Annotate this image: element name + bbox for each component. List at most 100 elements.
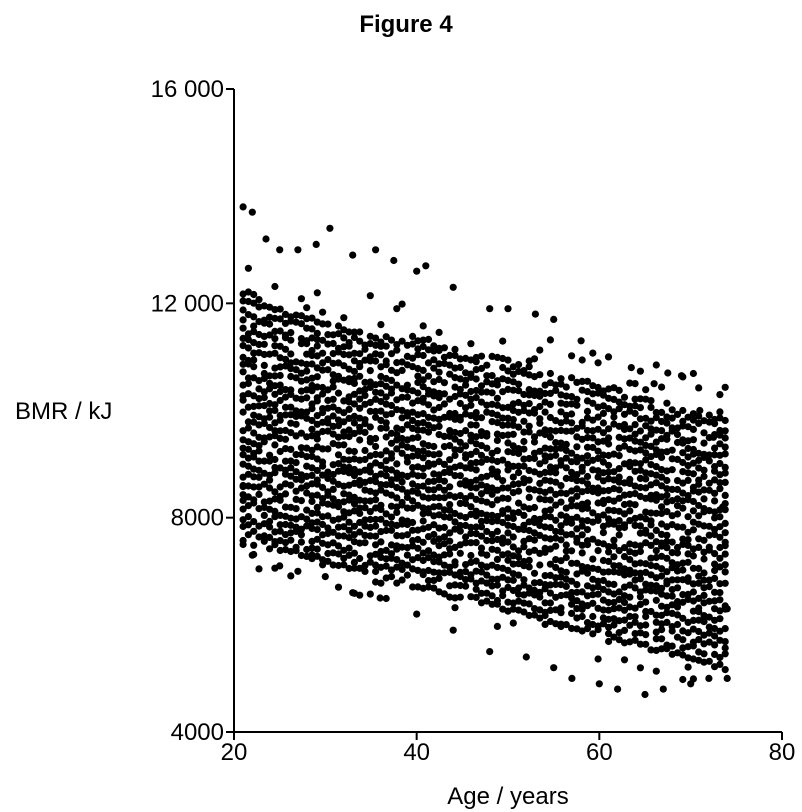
data-point: [409, 354, 417, 362]
data-point: [366, 353, 374, 361]
data-point: [329, 561, 337, 569]
data-point: [631, 630, 639, 638]
data-point: [562, 427, 570, 435]
data-point: [711, 588, 719, 596]
data-point: [504, 538, 512, 546]
data-point: [594, 484, 602, 492]
data-point: [329, 395, 337, 403]
data-point: [530, 611, 539, 619]
data-point: [435, 403, 443, 412]
data-point: [467, 503, 475, 511]
data-point: [419, 454, 427, 462]
data-point: [366, 383, 374, 391]
data-point: [446, 582, 454, 590]
data-point: [615, 547, 623, 555]
data-point: [340, 409, 348, 417]
data-point: [504, 529, 512, 537]
data-point: [568, 674, 576, 683]
data-point: [684, 476, 692, 484]
data-point: [668, 446, 676, 454]
data-point: [594, 454, 602, 462]
data-point: [409, 526, 417, 534]
data-point: [313, 342, 321, 350]
data-point: [652, 463, 660, 471]
data-point: [414, 544, 422, 552]
data-point: [483, 511, 491, 519]
data-point: [673, 430, 682, 439]
data-point: [393, 381, 401, 389]
data-point: [294, 246, 302, 254]
data-point: [658, 626, 666, 634]
data-point: [520, 581, 528, 589]
data-point: [557, 522, 565, 530]
data-point: [488, 575, 496, 583]
data-point: [435, 502, 443, 510]
data-point: [605, 630, 613, 638]
data-point: [525, 454, 533, 463]
data-point: [308, 425, 316, 433]
data-point: [366, 532, 374, 540]
data-point: [573, 395, 581, 403]
data-point: [705, 629, 713, 637]
data-point: [499, 431, 507, 440]
data-point: [541, 620, 549, 629]
data-point: [610, 507, 618, 515]
data-point: [568, 609, 576, 618]
data-point: [673, 549, 682, 557]
data-point: [589, 399, 597, 407]
data-point: [515, 508, 523, 516]
data-point: [530, 569, 539, 577]
data-point: [456, 521, 464, 530]
data-point: [557, 557, 565, 565]
data-point: [552, 445, 560, 453]
data-point: [477, 398, 486, 406]
data-point: [393, 579, 401, 587]
data-point: [356, 591, 364, 599]
data-point: [271, 401, 279, 409]
data-point: [377, 579, 385, 587]
data-point: [684, 413, 692, 421]
data-point: [499, 456, 507, 464]
data-point: [573, 485, 581, 493]
data-point: [546, 463, 555, 471]
data-point: [589, 416, 597, 424]
data-point: [398, 485, 406, 493]
data-point: [313, 336, 321, 344]
data-point: [668, 576, 676, 584]
data-point: [349, 251, 357, 259]
data-point: [244, 418, 252, 426]
data-point: [647, 587, 655, 595]
data-point: [413, 267, 421, 275]
data-point: [615, 452, 623, 460]
data-point: [430, 584, 438, 592]
data-point: [356, 350, 364, 358]
data-point: [366, 558, 374, 566]
data-point: [472, 421, 480, 429]
data-point: [350, 349, 358, 357]
data-point: [409, 497, 417, 505]
data-point: [673, 410, 682, 418]
data-point: [372, 541, 380, 549]
data-point: [499, 421, 507, 429]
data-point: [446, 537, 454, 545]
data-point: [313, 552, 321, 560]
data-point: [620, 626, 629, 635]
data-point: [673, 620, 682, 629]
data-point: [716, 660, 724, 669]
data-point: [387, 526, 396, 534]
data-point: [615, 494, 623, 502]
data-point: [435, 344, 443, 352]
data-point: [605, 461, 613, 469]
data-point: [499, 518, 507, 527]
data-point: [557, 482, 565, 490]
data-point: [578, 418, 586, 426]
data-point: [552, 451, 560, 459]
data-point: [387, 410, 396, 418]
data-point: [329, 359, 337, 367]
data-point: [297, 340, 305, 348]
data-point: [520, 417, 528, 425]
data-point: [393, 341, 401, 349]
data-point: [409, 464, 417, 472]
data-point: [393, 556, 401, 564]
data-point: [424, 547, 433, 555]
